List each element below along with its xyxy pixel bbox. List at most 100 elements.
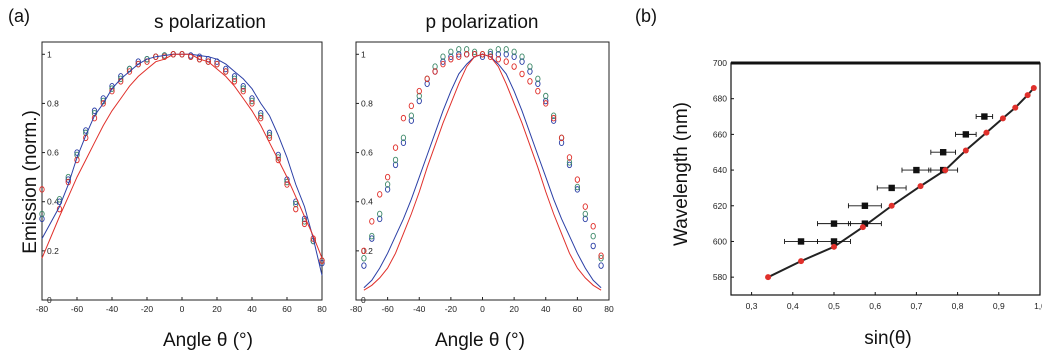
p-point-red	[377, 191, 383, 198]
s-point-green	[39, 210, 45, 218]
p-point-red	[582, 203, 588, 210]
s-point-blue	[65, 176, 71, 183]
w-measured-point	[888, 184, 895, 192]
p-point-green	[471, 48, 478, 56]
p-point-blue	[519, 58, 525, 65]
p-point-red	[400, 114, 407, 122]
w-xtick-label: 0,6	[869, 301, 881, 311]
s-point-red	[205, 58, 211, 65]
s-ytick-label: 0.2	[47, 246, 59, 256]
s-point-red	[275, 156, 281, 164]
s-point-red	[214, 60, 220, 68]
s-fit-line-red	[41, 53, 323, 259]
p-point-red	[590, 223, 596, 230]
s-point-blue	[223, 65, 229, 73]
w-measured-point	[913, 166, 920, 174]
p-plot-frame	[355, 41, 610, 301]
p-xtick-label: 20	[509, 304, 519, 314]
w-measured-point	[797, 238, 805, 245]
s-point-green	[118, 75, 124, 83]
p-point-red	[487, 53, 494, 60]
p-point-red	[543, 100, 549, 107]
s-fit-line-blue	[41, 53, 323, 276]
p-point-blue	[361, 262, 367, 269]
w-theory-point	[888, 202, 895, 209]
s-point-red	[39, 186, 45, 193]
p-point-green	[377, 210, 383, 218]
w-xtick-label: 0,9	[993, 301, 1005, 311]
p-point-blue	[527, 68, 533, 75]
p-point-green	[448, 48, 454, 56]
w-xtick-label: 1,0	[1034, 301, 1042, 311]
p-point-blue	[384, 186, 391, 193]
w-fit-line	[767, 87, 1035, 279]
w-measured-point	[981, 113, 988, 120]
chart-p-polarization: p polarization Angle θ (°) -80 -60 -40 -20 0…	[350, 12, 614, 351]
s-ytick-label: 0.6	[47, 148, 59, 158]
p-point-green	[535, 75, 541, 83]
p-point-red	[535, 87, 541, 95]
w-theory-point	[859, 224, 866, 231]
chart-s-xlabel: Angle θ (°)	[163, 330, 253, 351]
p-point-green	[598, 254, 604, 262]
s-point-green	[258, 112, 264, 119]
w-measured-point	[861, 202, 869, 209]
s-point-green	[109, 85, 115, 92]
p-point-blue	[369, 235, 375, 242]
w-theory-point	[798, 258, 805, 265]
w-ytick-label: 620	[713, 201, 727, 211]
s-point-red	[223, 68, 229, 75]
p-point-green	[400, 134, 407, 142]
p-point-green	[519, 53, 525, 60]
w-theory-point	[999, 115, 1006, 122]
p-point-red	[495, 55, 501, 63]
p-point-blue	[598, 262, 604, 269]
p-point-red	[527, 78, 533, 85]
s-point-blue	[319, 259, 325, 267]
p-point-red	[408, 102, 414, 110]
p-point-blue	[543, 97, 549, 105]
s-point-red	[100, 100, 106, 107]
s-point-red	[301, 220, 308, 228]
w-xtick-label: 0,4	[787, 301, 799, 311]
s-point-blue	[231, 73, 238, 80]
p-point-blue	[424, 80, 430, 88]
p-point-green	[503, 46, 509, 53]
p-point-green	[582, 210, 588, 218]
p-point-green	[566, 159, 573, 166]
s-point-blue	[266, 129, 273, 137]
p-point-green	[590, 232, 596, 240]
w-ytick-label: 580	[713, 272, 727, 282]
p-xtick-label: -60	[381, 304, 394, 314]
s-point-red	[284, 181, 290, 188]
s-point-blue	[258, 110, 264, 117]
p-ytick-label: 0.4	[361, 197, 373, 207]
s-xtick-label: 80	[317, 304, 327, 314]
p-point-red	[551, 114, 557, 122]
p-point-green	[551, 112, 557, 119]
chart-s-ylabel: Emission (norm.)	[20, 110, 41, 254]
s-point-red	[196, 55, 203, 63]
w-theory-point	[1024, 92, 1031, 99]
p-point-red	[598, 252, 604, 260]
p-point-red	[416, 87, 422, 95]
p-xtick-label: -20	[445, 304, 458, 314]
p-point-blue	[377, 215, 383, 223]
p-point-blue	[535, 80, 541, 88]
p-point-green	[361, 254, 367, 262]
panel-label-a: (a)	[8, 6, 30, 26]
w-xtick-label: 0,3	[746, 301, 758, 311]
w-theory-point	[831, 243, 837, 250]
p-xtick-label: 0	[480, 304, 485, 314]
p-point-blue	[551, 117, 557, 124]
p-point-green	[495, 46, 501, 53]
p-point-green	[456, 46, 462, 53]
s-point-green	[56, 196, 63, 203]
chart-p-title: p polarization	[425, 12, 538, 33]
p-point-blue	[590, 242, 596, 250]
p-point-red	[566, 154, 573, 161]
s-ytick-label: 1	[47, 49, 52, 59]
s-point-green	[144, 55, 150, 63]
p-point-red	[464, 51, 470, 58]
p-point-red	[448, 55, 454, 63]
